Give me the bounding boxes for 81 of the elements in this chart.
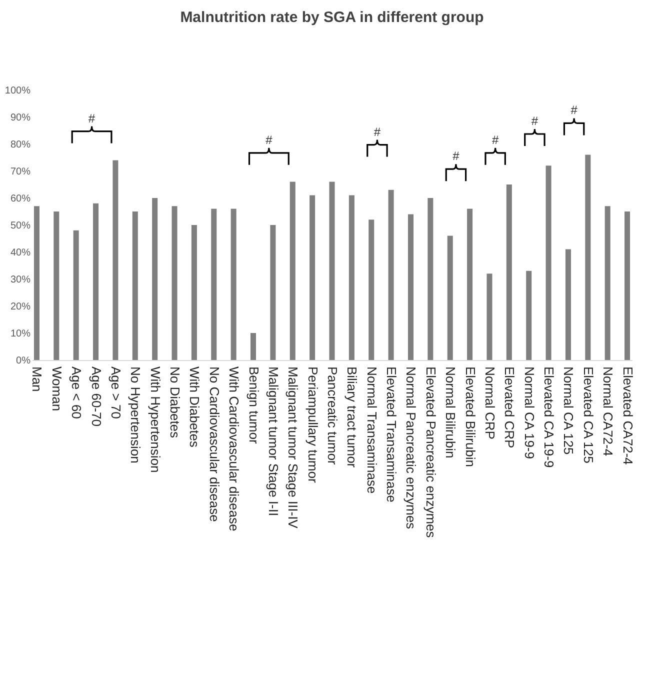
- annotation: #: [374, 124, 381, 139]
- bar: [230, 208, 236, 360]
- x-tick-label: Elevated CA 125: [580, 366, 596, 464]
- x-tick-label: No Diabetes: [168, 366, 183, 439]
- bar: [408, 214, 414, 360]
- bar: [73, 230, 79, 360]
- bar: [585, 154, 591, 360]
- y-tick-label: 40%: [10, 248, 31, 258]
- x-tick-label: Woman: [49, 366, 64, 412]
- annotation: #: [492, 132, 499, 147]
- x-tick-label: With Diabetes: [187, 366, 202, 448]
- y-tick-label: 70%: [10, 166, 31, 178]
- x-tick-label: Benign tumor: [246, 366, 262, 444]
- x-tick-label: Elevated CRP: [502, 366, 518, 448]
- y-tick-label: 100%: [4, 86, 31, 96]
- bar: [191, 225, 197, 360]
- x-tick-label: Pancreatic tumor: [325, 366, 340, 466]
- x-tick-label: Normal CA 19-9: [522, 366, 537, 459]
- y-tick-label: 60%: [10, 194, 31, 204]
- annotation: #: [452, 149, 460, 164]
- x-tick-label: Malignant tumor Stage III-IV: [286, 366, 301, 529]
- x-tick-label: Normal CA72-4: [600, 366, 616, 456]
- bar: [211, 208, 217, 360]
- bar: [506, 184, 512, 360]
- bar: [486, 274, 492, 360]
- x-tick-label: Periampullary tumor: [305, 366, 320, 484]
- x-tick-label: Normal CRP: [482, 366, 498, 440]
- y-tick-label: 20%: [10, 302, 31, 312]
- bar: [329, 182, 335, 360]
- x-tick-label: Elevated Bilirubin: [462, 366, 478, 467]
- bar: [526, 270, 532, 360]
- annotation: #: [88, 111, 96, 126]
- x-tick-label: Malignant tumor Stage I-II: [266, 366, 281, 516]
- x-tick-label: With Cardiovascular disease: [226, 366, 242, 532]
- annotation: #: [531, 114, 538, 128]
- bar: [54, 212, 60, 360]
- y-tick-label: 80%: [10, 140, 31, 150]
- bar: [467, 208, 473, 360]
- bar: [34, 206, 40, 360]
- bar: [270, 225, 276, 360]
- bar: [604, 206, 610, 360]
- chart-title: Malnutrition rate by SGA in different group: [180, 9, 484, 26]
- x-tick-label: Age 60-70: [88, 366, 104, 426]
- x-tick-label: Elevated Transaminase: [384, 366, 400, 502]
- bar: [447, 236, 453, 360]
- annotation: #: [570, 103, 578, 118]
- bar: [172, 206, 178, 360]
- x-tick-label: Age > 70: [108, 366, 124, 419]
- bar: [112, 160, 118, 360]
- y-tick-label: 0%: [16, 356, 31, 366]
- bar: [348, 195, 354, 360]
- bar: [546, 166, 552, 360]
- x-tick-label: Biliary tract tumor: [344, 366, 360, 468]
- x-tick-label: Normal CA 125: [561, 366, 576, 455]
- x-tick-label: With Hypertension: [148, 366, 163, 473]
- bar: [388, 190, 394, 360]
- bar: [152, 198, 158, 360]
- bar: [93, 203, 99, 360]
- bar: [368, 220, 374, 360]
- x-tick-label: Man: [30, 366, 45, 392]
- x-tick-label: Age < 60: [69, 366, 84, 419]
- bar: [290, 182, 296, 360]
- x-tick-label: Normal Bilirubin: [443, 366, 458, 458]
- bar: [428, 198, 434, 360]
- x-tick-label: Normal Pancreatic enzymes: [404, 366, 419, 530]
- y-tick-label: 90%: [10, 112, 31, 124]
- x-tick-label: Elevated CA 19-9: [542, 366, 557, 468]
- bar: [565, 249, 571, 360]
- bar: [250, 333, 256, 360]
- bar: [310, 195, 316, 360]
- x-tick-label: Elevated Pancreatic enzymes: [423, 366, 438, 538]
- annotation: #: [266, 132, 273, 147]
- bar: [624, 212, 630, 360]
- x-tick-label: No Cardiovascular disease: [206, 366, 222, 522]
- bar: [132, 212, 138, 360]
- y-tick-label: 10%: [10, 328, 31, 340]
- x-tick-label: Normal Transaminase: [364, 366, 380, 494]
- y-tick-label: 50%: [10, 220, 31, 232]
- y-tick-label: 30%: [10, 274, 31, 286]
- x-tick-label: Elevated CA72-4: [620, 366, 636, 465]
- x-tick-label: No Hypertension: [128, 366, 144, 464]
